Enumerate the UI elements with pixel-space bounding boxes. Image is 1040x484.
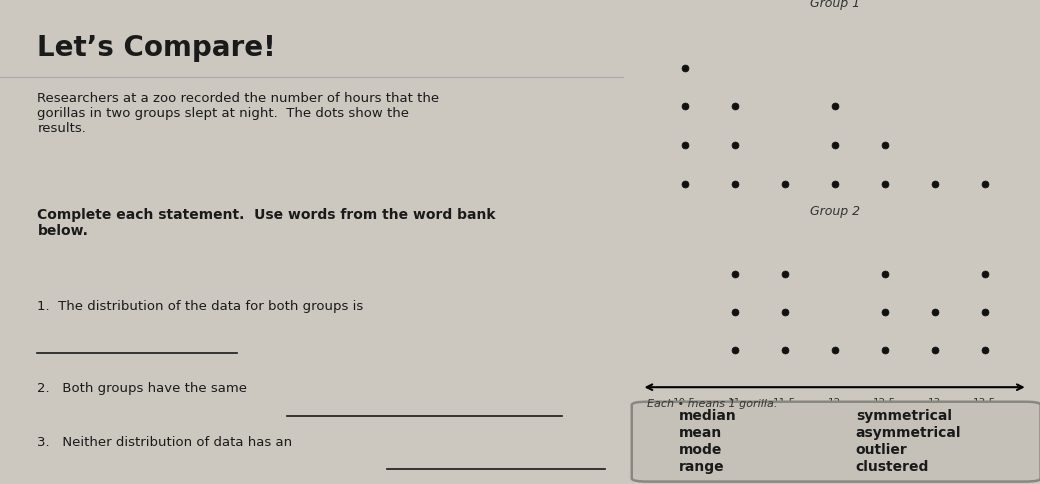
- Text: Let’s Compare!: Let’s Compare!: [37, 34, 277, 62]
- Text: 1.  The distribution of the data for both groups is: 1. The distribution of the data for both…: [37, 300, 364, 313]
- Text: median: median: [679, 409, 736, 423]
- Text: mean: mean: [679, 426, 722, 440]
- X-axis label: Number of Hours of Sleep: Number of Hours of Sleep: [768, 410, 902, 421]
- FancyBboxPatch shape: [631, 402, 1040, 482]
- Text: asymmetrical: asymmetrical: [856, 426, 961, 440]
- Title: Group 1: Group 1: [809, 0, 860, 10]
- Text: Complete each statement.  Use words from the word bank
below.: Complete each statement. Use words from …: [37, 208, 496, 238]
- Text: 3.   Neither distribution of data has an: 3. Neither distribution of data has an: [37, 436, 292, 449]
- Title: Group 2: Group 2: [809, 205, 860, 218]
- Text: outlier: outlier: [856, 443, 908, 456]
- Text: Each • means 1 gorilla.: Each • means 1 gorilla.: [647, 399, 777, 409]
- Text: clustered: clustered: [856, 460, 929, 474]
- Text: 2.   Both groups have the same: 2. Both groups have the same: [37, 382, 248, 395]
- Text: mode: mode: [679, 443, 723, 456]
- Text: symmetrical: symmetrical: [856, 409, 952, 423]
- X-axis label: Number of Hours of Sleep: Number of Hours of Sleep: [768, 246, 902, 256]
- Text: Researchers at a zoo recorded the number of hours that the
gorillas in two group: Researchers at a zoo recorded the number…: [37, 92, 440, 135]
- Text: range: range: [679, 460, 725, 474]
